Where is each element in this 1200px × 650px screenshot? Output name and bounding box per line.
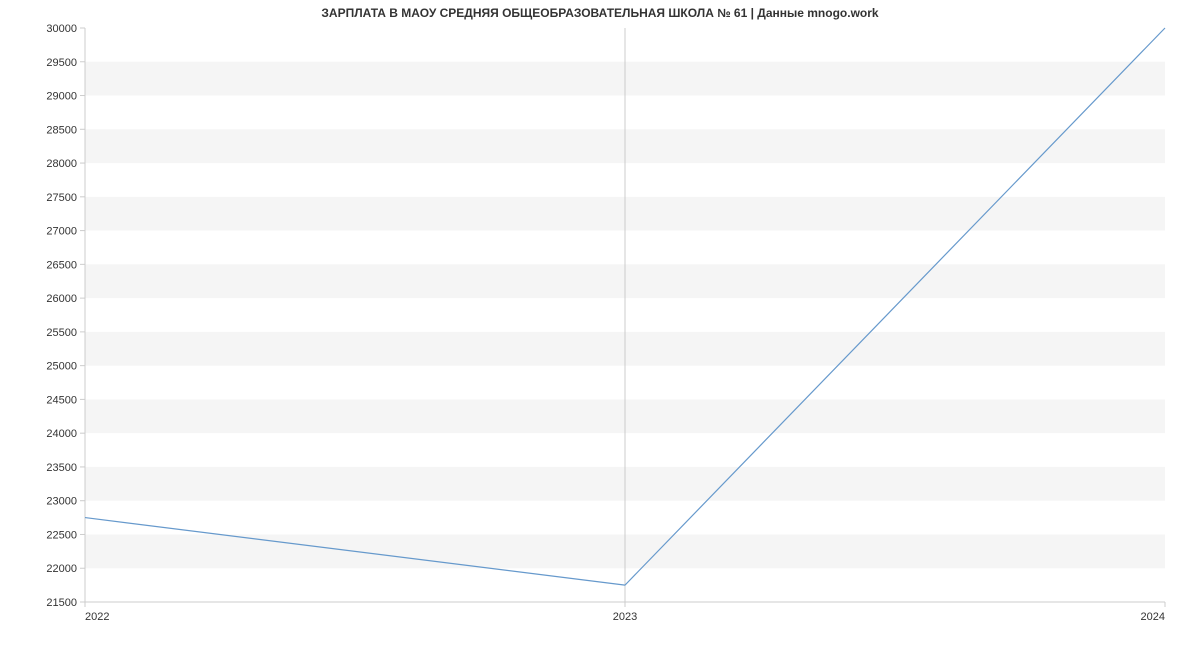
svg-text:29000: 29000 (46, 91, 77, 103)
svg-text:2022: 2022 (85, 611, 109, 623)
svg-text:27000: 27000 (46, 226, 77, 238)
svg-text:26500: 26500 (46, 259, 77, 271)
svg-text:28000: 28000 (46, 158, 77, 170)
svg-text:29500: 29500 (46, 57, 77, 69)
svg-text:24500: 24500 (46, 394, 77, 406)
svg-text:28500: 28500 (46, 124, 77, 136)
salary-line-chart: ЗАРПЛАТА В МАОУ СРЕДНЯЯ ОБЩЕОБРАЗОВАТЕЛЬ… (0, 0, 1200, 650)
chart-svg: 21500 22000 22500 23000 23500 24000 24500 25000… (0, 0, 1200, 650)
chart-title: ЗАРПЛАТА В МАОУ СРЕДНЯЯ ОБЩЕОБРАЗОВАТЕЛЬ… (0, 6, 1200, 20)
svg-text:26000: 26000 (46, 293, 77, 305)
svg-text:25000: 25000 (46, 361, 77, 373)
svg-text:22000: 22000 (46, 563, 77, 575)
svg-text:23500: 23500 (46, 462, 77, 474)
svg-text:2023: 2023 (613, 611, 637, 623)
svg-text:25500: 25500 (46, 327, 77, 339)
svg-text:24000: 24000 (46, 428, 77, 440)
svg-text:22500: 22500 (46, 529, 77, 541)
svg-text:2024: 2024 (1141, 611, 1165, 623)
svg-text:27500: 27500 (46, 192, 77, 204)
svg-text:30000: 30000 (46, 23, 77, 35)
svg-text:23000: 23000 (46, 496, 77, 508)
svg-text:21500: 21500 (46, 597, 77, 609)
